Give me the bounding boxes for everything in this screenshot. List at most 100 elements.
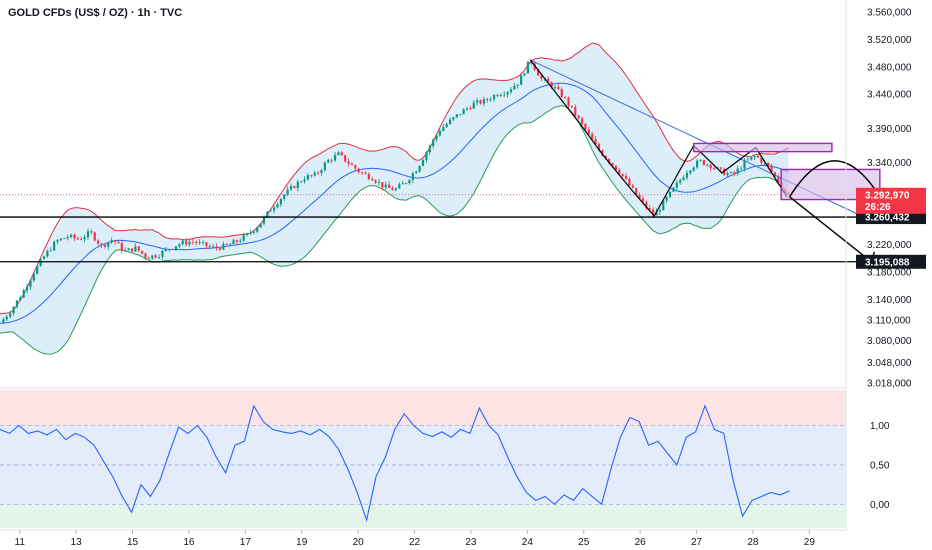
candle-body	[702, 160, 705, 165]
bollinger-lower	[0, 104, 789, 355]
candle-body	[124, 250, 127, 252]
candle-body	[9, 313, 12, 317]
candle-body	[306, 175, 310, 180]
price-tick-label: 3.018,000	[867, 379, 912, 390]
candle-body	[344, 155, 347, 162]
candle-body	[303, 179, 306, 182]
candle-body	[415, 171, 418, 174]
countdown-label: 26:26	[865, 202, 891, 213]
time-tick-label: 28	[747, 537, 759, 548]
candle-body	[739, 168, 743, 170]
candle-body	[357, 168, 360, 173]
oscillator-pane[interactable]	[0, 404, 790, 523]
time-tick-label: 16	[183, 537, 195, 548]
time-tick-label: 29	[804, 537, 816, 548]
candle-body	[157, 257, 161, 258]
time-axis[interactable]: 11 13 15 16 17 19 20 22 23 24 25 26 27 28 29	[15, 530, 816, 548]
candle-body	[618, 169, 621, 174]
candle-body	[83, 237, 86, 240]
candle-body	[377, 182, 381, 183]
candle-body	[235, 240, 238, 242]
time-tick-label: 20	[353, 537, 365, 548]
candle-body	[645, 202, 648, 209]
candle-body	[103, 244, 107, 247]
candle-body	[499, 95, 502, 97]
candle-body	[239, 240, 242, 242]
candle-body	[428, 145, 431, 153]
candle-body	[350, 163, 354, 166]
candle-body	[668, 191, 672, 198]
candle-body	[692, 167, 695, 171]
candle-body	[195, 241, 198, 244]
candle-body	[42, 256, 46, 260]
candle-body	[215, 246, 218, 249]
candle-body	[212, 246, 215, 248]
candle-body	[394, 188, 398, 191]
candle-body	[36, 266, 39, 274]
candle-body	[648, 208, 651, 210]
candle-body	[763, 162, 766, 164]
oscillator-zones	[0, 390, 846, 528]
candle-body	[59, 238, 63, 241]
candle-body	[536, 69, 540, 76]
candle-body	[113, 240, 117, 242]
candle-body	[635, 187, 638, 195]
candle-body	[310, 175, 313, 177]
candle-body	[621, 173, 624, 176]
candle-body	[496, 95, 499, 97]
candle-body	[296, 181, 299, 188]
candle-body	[767, 162, 770, 167]
candle-body	[130, 248, 134, 252]
candle-body	[706, 164, 709, 166]
candle-body	[685, 172, 689, 178]
oscillator-zone	[0, 504, 846, 528]
candle-body	[753, 155, 756, 158]
candle-body	[256, 227, 259, 232]
candle-body	[726, 173, 729, 176]
candle-body	[225, 243, 228, 245]
price-axis[interactable]: 3.560,000 3.520,000 3.480,000 3.440,000 3.39…	[867, 8, 912, 390]
candle-body	[557, 86, 560, 90]
candle-body	[330, 159, 333, 161]
candle-body	[289, 186, 293, 190]
candle-body	[245, 233, 249, 235]
level-price-tag-label: 3.195,088	[865, 257, 910, 268]
candle-body	[266, 211, 269, 217]
projection-arrow	[789, 196, 872, 263]
candle-body	[168, 248, 171, 250]
candle-body	[12, 306, 15, 314]
candle-body	[66, 236, 69, 239]
candle-body	[614, 165, 617, 170]
candle-body	[736, 168, 739, 174]
candle-body	[185, 240, 188, 245]
price-tick-label: 3.560,000	[867, 8, 912, 19]
candle-body	[191, 241, 194, 243]
time-tick-label: 27	[691, 537, 703, 548]
price-tick-label: 3.110,000	[867, 316, 911, 327]
chart-title: GOLD CFDs (US$ / OZ) · 1h · TVC	[8, 7, 182, 19]
candle-body	[15, 300, 19, 307]
time-tick-label: 23	[465, 537, 477, 548]
candle-body	[262, 216, 266, 224]
price-tick-label: 3.390,000	[867, 124, 912, 135]
candle-body	[580, 118, 584, 124]
candle-body	[506, 92, 509, 95]
candle-body	[672, 187, 675, 192]
candle-body	[631, 185, 634, 188]
time-tick-label: 25	[578, 537, 590, 548]
candle-body	[208, 246, 211, 247]
candle-body	[374, 180, 377, 183]
candle-body	[249, 232, 252, 234]
candle-body	[134, 246, 137, 252]
candle-body	[455, 114, 458, 118]
oscillator-axis[interactable]: 1,00 0,50 0,00	[870, 421, 890, 511]
candle-body	[712, 168, 716, 169]
time-tick-label: 17	[240, 537, 252, 548]
oscillator-tick-label: 0,00	[870, 500, 890, 511]
candle-body	[279, 198, 282, 205]
price-tick-label: 3.480,000	[867, 62, 912, 73]
time-tick-label: 24	[522, 537, 534, 548]
candle-body	[90, 231, 93, 233]
candle-body	[597, 143, 601, 151]
